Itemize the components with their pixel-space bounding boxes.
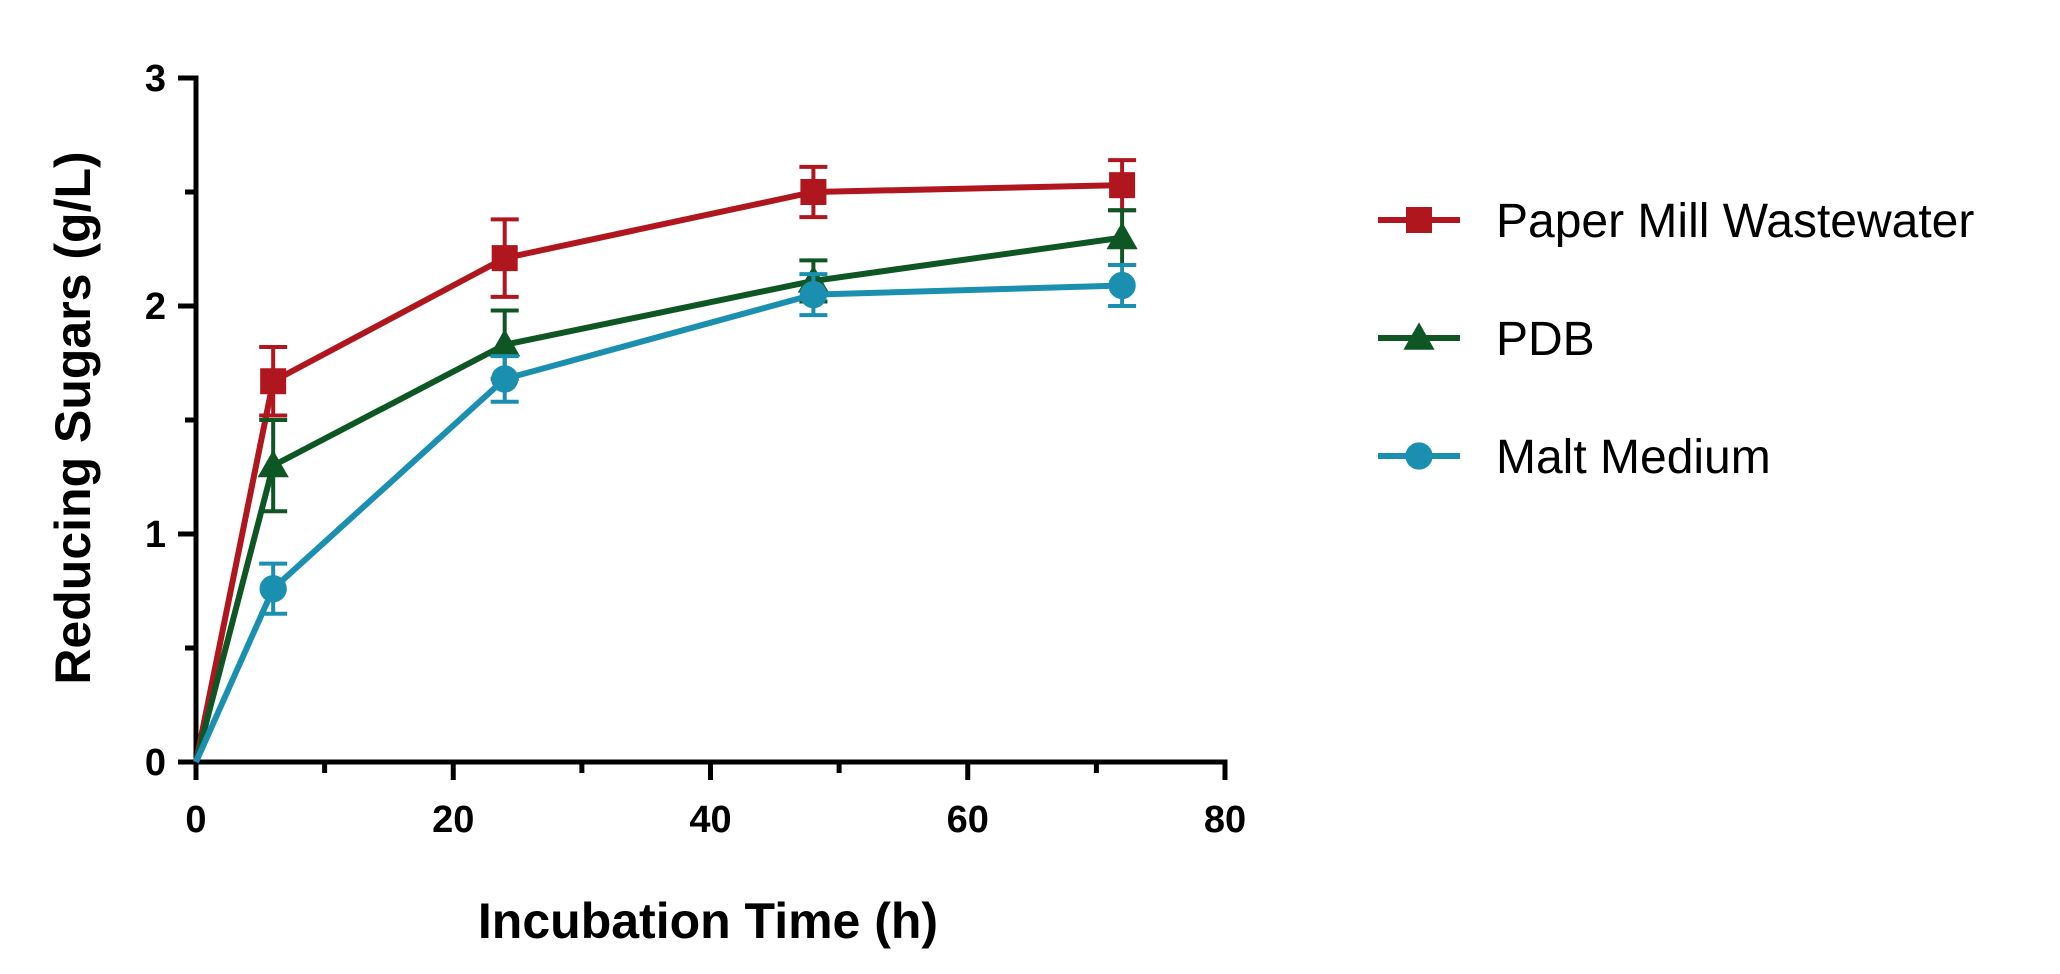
legend-label: PDB [1496, 313, 1595, 366]
legend-label: Malt Medium [1496, 431, 1771, 484]
series-line [193, 234, 1123, 763]
legend-marker [1406, 207, 1432, 233]
series-layer [193, 158, 1138, 764]
axes: 0 20 40 60 80 0 1 2 3 [145, 58, 1246, 841]
legend-item-malt-medium: Malt Medium [1378, 431, 1771, 484]
series-paper-mill-wastewater [193, 158, 1137, 763]
x-tick-label: 20 [432, 799, 474, 841]
y-axis-title: Reducing Sugars (g/L) [45, 151, 101, 684]
data-point [491, 245, 518, 272]
y-tick-label: 0 [145, 742, 166, 784]
data-point [489, 329, 521, 357]
data-point [799, 280, 828, 309]
y-tick-label: 2 [145, 286, 166, 328]
legend-item-pdb: PDB [1378, 313, 1595, 366]
series-line [193, 182, 1123, 763]
data-point [1109, 172, 1136, 199]
x-axis-title: Incubation Time (h) [478, 893, 938, 949]
data-point [260, 368, 287, 395]
y-tick-label: 3 [145, 58, 166, 100]
x-tick-label: 80 [1204, 799, 1246, 841]
legend-marker [1403, 322, 1435, 350]
legend-marker [1405, 442, 1433, 470]
series-malt-medium [193, 262, 1137, 764]
data-point [259, 575, 287, 603]
data-point [1106, 222, 1138, 250]
data-point [800, 179, 827, 205]
legend-label: Paper Mill Wastewater [1496, 195, 1974, 248]
legend-item-paper-mill-wastewater: Paper Mill Wastewater [1378, 195, 1974, 248]
series-line [193, 282, 1123, 764]
y-tick-label: 1 [145, 514, 166, 556]
data-point [1108, 271, 1136, 300]
x-tick-label: 60 [947, 799, 989, 841]
x-tick-label: 40 [689, 799, 731, 841]
x-tick-label: 0 [185, 799, 206, 841]
data-point [491, 365, 519, 393]
series-pdb [193, 208, 1138, 763]
data-point [257, 450, 289, 478]
legend: Paper Mill Wastewater PDB Malt Medium [1378, 195, 1974, 484]
